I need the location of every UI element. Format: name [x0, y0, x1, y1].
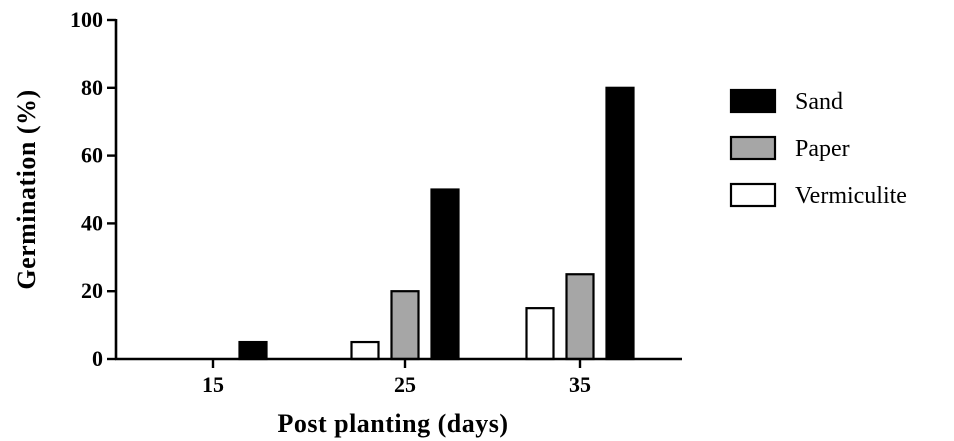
y-tick-label: 20	[81, 278, 103, 303]
x-axis-ticks: 15 25 35	[202, 359, 591, 397]
bar-paper-35	[565, 273, 595, 361]
legend-swatch-paper	[729, 135, 777, 161]
legend-swatch-vermiculite	[729, 182, 777, 208]
y-tick-label: 100	[70, 7, 103, 32]
legend-swatch-sand	[729, 88, 777, 114]
bar-paper-25	[390, 290, 420, 361]
bar-sand-25	[430, 188, 460, 361]
x-tick-label: 35	[569, 372, 591, 397]
y-axis-ticks: 0 20 40 60 80 100	[70, 7, 116, 371]
y-tick-label: 80	[81, 75, 103, 100]
y-tick-label: 60	[81, 143, 103, 168]
bar-vermiculite-25	[350, 340, 380, 361]
bar-sand-35	[605, 86, 635, 361]
legend-label-vermiculite: Vermiculite	[795, 183, 907, 209]
y-tick-label: 0	[92, 346, 103, 371]
y-axis-title: Germination (%)	[12, 89, 41, 289]
x-tick-label: 15	[202, 372, 224, 397]
legend-label-paper: Paper	[795, 136, 850, 162]
bars	[238, 86, 635, 361]
legend-label-sand: Sand	[795, 89, 843, 115]
legend: Sand Paper Vermiculite	[729, 88, 907, 209]
x-tick-label: 25	[394, 372, 416, 397]
y-tick-label: 40	[81, 210, 103, 235]
bar-vermiculite-35	[525, 307, 555, 361]
bar-sand-15	[238, 340, 268, 361]
x-axis-title: Post planting (days)	[277, 409, 508, 438]
